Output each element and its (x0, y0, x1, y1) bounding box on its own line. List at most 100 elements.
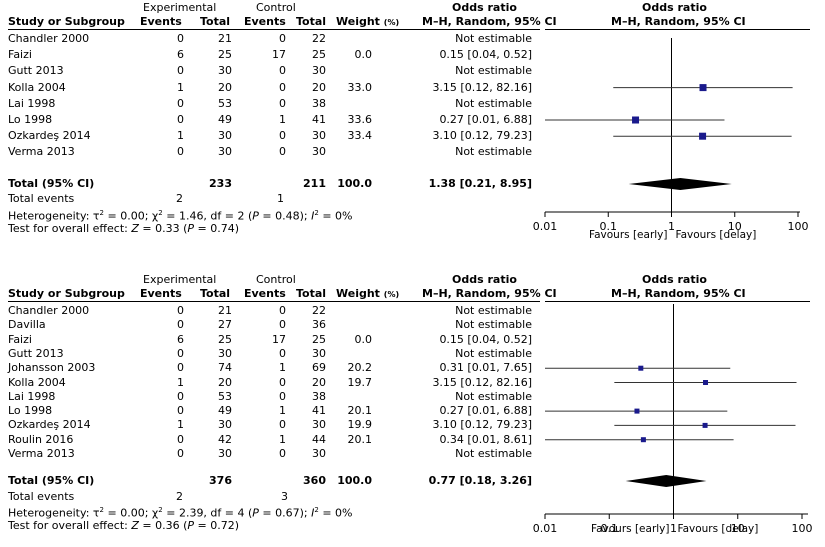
exp-events: 0 (177, 433, 184, 446)
plot-method-header: M–H, Random, 95% CI (611, 287, 746, 300)
exp-total: 27 (218, 318, 232, 331)
study-marker (702, 422, 708, 428)
or-ci-value: Not estimable (455, 447, 532, 460)
exp-total: 30 (218, 129, 232, 142)
exp-total: 21 (218, 32, 232, 45)
ctrl-total: 36 (312, 318, 326, 331)
ctrl-total-header: Total (296, 287, 327, 300)
ctrl-events-header: Events (244, 15, 286, 28)
or-ci-value: 0.31 [0.01, 7.65] (439, 361, 532, 374)
group-header-experimental: Experimental (143, 1, 217, 14)
x-tick-label: 1 (670, 522, 677, 535)
or-ci-value: 0.27 [0.01, 6.88] (439, 113, 532, 126)
exp-total: 30 (218, 64, 232, 77)
exp-events: 6 (177, 333, 184, 346)
ctrl-events: 0 (279, 376, 286, 389)
ctrl-total: 44 (312, 433, 326, 446)
x-tick-label: 10 (731, 522, 745, 535)
ctrl-total: 30 (312, 418, 326, 431)
ctrl-events: 17 (272, 48, 286, 61)
exp-events-header: Events (140, 15, 182, 28)
study-name: Lo 1998 (8, 113, 53, 126)
or-method-header: M–H, Random, 95% CI (422, 287, 557, 300)
ctrl-events: 1 (279, 404, 286, 417)
weight-header: Weight (%) (336, 15, 400, 28)
weight-header: Weight (%) (336, 287, 400, 300)
ctrl-events-header: Events (244, 287, 286, 300)
exp-total: 25 (218, 48, 232, 61)
total-events-ctrl: 1 (277, 192, 284, 205)
study-marker (632, 116, 640, 124)
exp-events: 0 (177, 318, 184, 331)
study-name: Ozkardeş 2014 (8, 418, 91, 431)
study-column-header: Study or Subgroup (8, 287, 125, 300)
study-marker (703, 380, 709, 385)
exp-events: 0 (177, 404, 184, 417)
or-ci-value: Not estimable (455, 318, 532, 331)
x-tick-label: 10 (728, 220, 742, 233)
exp-events: 0 (177, 347, 184, 360)
ctrl-total: 30 (312, 447, 326, 460)
x-tick-label: 0.1 (601, 522, 619, 535)
study-marker (634, 408, 640, 414)
or-ci-value: 3.10 [0.12, 79.23] (432, 129, 532, 142)
ctrl-total: 69 (312, 361, 326, 374)
exp-total: 25 (218, 333, 232, 346)
plot-title: Odds ratio (642, 273, 707, 286)
weight-value: 0.0 (354, 333, 373, 346)
ctrl-total: 30 (312, 64, 326, 77)
exp-events: 0 (177, 97, 184, 110)
total-events-label: Total events (8, 192, 75, 205)
study-name: Gutt 2013 (8, 347, 64, 360)
ctrl-events: 0 (279, 318, 286, 331)
ctrl-events: 0 (279, 145, 286, 158)
exp-total: 53 (218, 390, 232, 403)
ctrl-events: 0 (279, 97, 286, 110)
group-header-experimental: Experimental (143, 273, 217, 286)
forest-plot-graphic-1: 0.01 0.1 1 10 100 Favours [early] Favours [del… (533, 38, 809, 241)
ctrl-events: 0 (279, 129, 286, 142)
group-header-control: Control (256, 273, 296, 286)
total-events-exp: 2 (176, 192, 183, 205)
study-name: Lai 1998 (8, 97, 56, 110)
ctrl-total: 20 (312, 81, 326, 94)
exp-total: 20 (218, 81, 232, 94)
ctrl-total: 41 (312, 113, 326, 126)
weight-value: 19.9 (347, 418, 373, 431)
study-column-header: Study or Subgroup (8, 15, 125, 28)
exp-total: 20 (218, 376, 232, 389)
or-column-title: Odds ratio (452, 1, 517, 14)
exp-total: 49 (218, 113, 232, 126)
ctrl-total: 22 (312, 304, 326, 317)
study-marker (638, 365, 644, 371)
header-rule (8, 29, 540, 30)
plot-method-header: M–H, Random, 95% CI (611, 15, 746, 28)
ctrl-events: 0 (279, 447, 286, 460)
ctrl-events: 0 (279, 304, 286, 317)
x-tick-label: 0.01 (533, 522, 558, 535)
total-events-label: Total events (8, 490, 75, 503)
plot-title: Odds ratio (642, 1, 707, 14)
ctrl-events: 1 (279, 113, 286, 126)
or-ci-value: Not estimable (455, 145, 532, 158)
ctrl-total: 30 (312, 145, 326, 158)
exp-total: 30 (218, 418, 232, 431)
weight-value: 33.4 (347, 129, 373, 142)
study-name: Roulin 2016 (8, 433, 74, 446)
ctrl-events: 1 (279, 433, 286, 446)
ctrl-events: 1 (279, 361, 286, 374)
x-tick-label: 0.01 (533, 220, 558, 233)
exp-total: 21 (218, 304, 232, 317)
total-label: Total (95% CI) (8, 177, 95, 190)
pooled-diamond (625, 475, 707, 487)
study-name: Chandler 2000 (8, 304, 90, 317)
or-ci-value: 0.15 [0.04, 0.52] (439, 333, 532, 346)
total-label: Total (95% CI) (8, 474, 95, 487)
weight-value: 33.6 (347, 113, 373, 126)
exp-total: 30 (218, 447, 232, 460)
exp-total: 42 (218, 433, 232, 446)
weight-value: 0.0 (354, 48, 373, 61)
pooled-diamond (628, 178, 732, 190)
weight-value: 33.0 (347, 81, 373, 94)
total-events-ctrl: 3 (281, 490, 288, 503)
